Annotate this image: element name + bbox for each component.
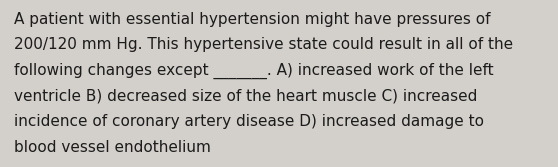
Text: 200/120 mm Hg. This hypertensive state could result in all of the: 200/120 mm Hg. This hypertensive state c…	[14, 37, 513, 52]
Text: following changes except _______. A) increased work of the left: following changes except _______. A) inc…	[14, 63, 494, 79]
Text: incidence of coronary artery disease D) increased damage to: incidence of coronary artery disease D) …	[14, 114, 484, 129]
Text: A patient with essential hypertension might have pressures of: A patient with essential hypertension mi…	[14, 12, 490, 27]
Text: blood vessel endothelium: blood vessel endothelium	[14, 140, 211, 155]
Text: ventricle B) decreased size of the heart muscle C) increased: ventricle B) decreased size of the heart…	[14, 89, 477, 104]
